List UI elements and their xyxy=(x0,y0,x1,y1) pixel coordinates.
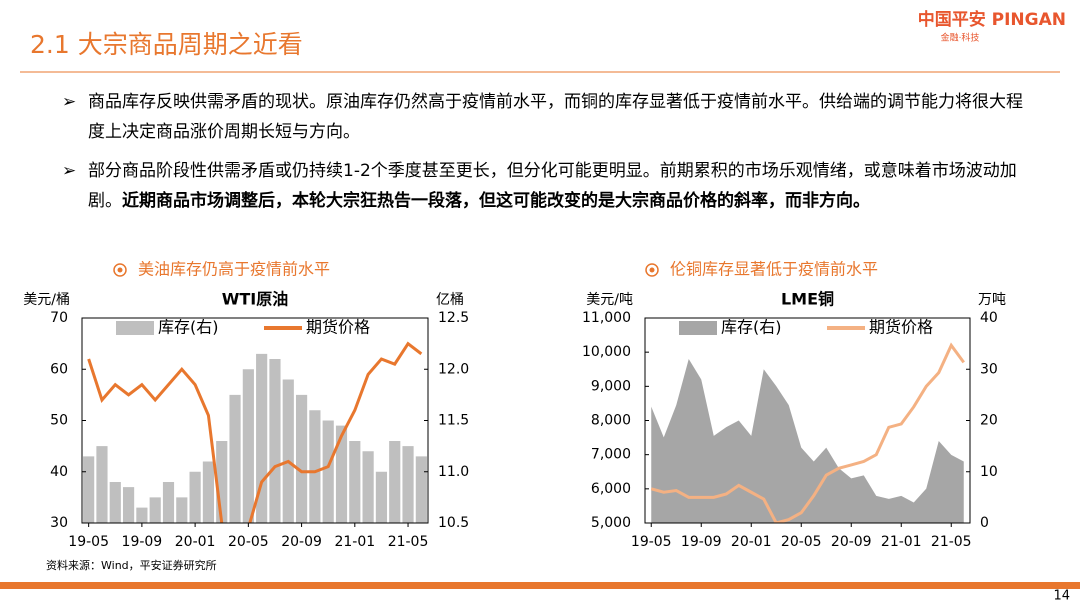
y2-tick-label: 20 xyxy=(980,413,998,429)
x-tick-label: 19-09 xyxy=(681,534,722,550)
x-tick-label: 20-05 xyxy=(228,534,269,550)
y-tick-label: 7,000 xyxy=(591,447,631,463)
source: 资料来源：Wind，平安证券研究所 xyxy=(46,558,217,572)
x-tick-label: 19-05 xyxy=(68,534,109,550)
y2-tick-label: 30 xyxy=(980,361,998,377)
x-tick-label: 20-01 xyxy=(175,534,216,550)
legend-swatch xyxy=(116,321,154,335)
bar xyxy=(375,471,388,523)
x-tick-label: 20-01 xyxy=(731,534,772,550)
chart-heading: 伦铜库存显著低于疫情前水平 xyxy=(670,260,878,279)
bar xyxy=(349,441,361,523)
chart-title: LME铜 xyxy=(781,290,834,309)
bar xyxy=(402,446,414,523)
bar xyxy=(282,379,294,523)
x-tick-label: 20-05 xyxy=(781,534,822,550)
x-tick-label: 19-05 xyxy=(631,534,672,550)
legend-swatch xyxy=(679,321,717,335)
y-tick-label: 60 xyxy=(50,361,68,377)
y-tick-label: 9,000 xyxy=(591,378,631,394)
y2-axis-label: 亿桶 xyxy=(436,292,464,308)
chart-heading: 美油库存仍高于疫情前水平 xyxy=(138,260,330,279)
y-tick-label: 8,000 xyxy=(591,413,631,429)
y-axis-label: 美元/桶 xyxy=(23,292,70,308)
y2-axis-label: 万吨 xyxy=(978,292,1006,308)
y-tick-label: 5,000 xyxy=(591,515,631,531)
bar xyxy=(136,507,148,523)
y-tick-label: 70 xyxy=(50,310,68,326)
y2-tick-label: 12.0 xyxy=(438,361,469,377)
page-number: 14 xyxy=(1053,589,1070,604)
bar xyxy=(109,482,121,523)
y-tick-label: 10,000 xyxy=(582,344,631,360)
bar xyxy=(269,359,281,523)
x-tick-label: 21-05 xyxy=(931,534,972,550)
heading-icon xyxy=(645,263,659,277)
y-tick-label: 6,000 xyxy=(591,481,631,497)
x-tick-label: 19-09 xyxy=(122,534,163,550)
bar xyxy=(189,471,201,523)
y2-tick-label: 0 xyxy=(980,515,989,531)
bullet-text: 部分商品阶段性供需矛盾或仍持续1-2个季度甚至更长，但分化可能更明显。前期累积的… xyxy=(88,161,1017,211)
bar xyxy=(96,446,108,523)
legend-label: 库存(右) xyxy=(721,318,782,337)
area xyxy=(651,359,964,523)
bullet-bold: 近期商品市场调整后，本轮大宗狂热告一段落，但这可能改变的是大宗商品价格的斜率，而… xyxy=(122,191,870,211)
heading-icon xyxy=(113,263,127,277)
y-tick-label: 40 xyxy=(50,464,68,480)
bar xyxy=(242,369,254,523)
y2-tick-label: 10.5 xyxy=(438,515,469,531)
y2-tick-label: 11.0 xyxy=(438,464,469,480)
heading-icon xyxy=(649,267,655,273)
bar xyxy=(83,456,95,523)
y2-tick-label: 40 xyxy=(980,310,998,326)
logo-sub: 金融·科技 xyxy=(941,32,980,44)
chart-title: WTI原油 xyxy=(222,290,289,309)
x-tick-label: 20-09 xyxy=(831,534,872,550)
x-tick-label: 21-05 xyxy=(388,534,429,550)
bar xyxy=(335,425,348,523)
slide-title: 2.1 大宗商品周期之近看 xyxy=(30,30,303,59)
bar xyxy=(162,482,175,523)
legend-label: 库存(右) xyxy=(158,318,219,337)
footer-bar xyxy=(0,582,1080,589)
bar xyxy=(149,497,161,523)
y-axis-label: 美元/吨 xyxy=(586,292,633,308)
y-tick-label: 11,000 xyxy=(582,310,631,326)
bar xyxy=(362,451,374,523)
y2-tick-label: 12.5 xyxy=(438,310,469,326)
bar xyxy=(415,456,427,523)
bullet: ➢ 部分商品阶段性供需矛盾或仍持续1-2个季度甚至更长，但分化可能更明显。前期累积… xyxy=(62,161,1017,211)
x-tick-label: 21-01 xyxy=(334,534,375,550)
plot xyxy=(650,342,965,523)
x-tick-label: 21-01 xyxy=(881,534,922,550)
bar xyxy=(295,394,308,523)
bullet-text: 商品库存反映供需矛盾的现状。原油库存仍然高于疫情前水平，而铜的库存显著低于疫情前… xyxy=(88,92,1023,142)
bar xyxy=(389,441,401,523)
y-tick-label: 50 xyxy=(50,413,68,429)
bar xyxy=(256,353,268,523)
bar xyxy=(229,394,241,523)
x-tick-label: 20-09 xyxy=(281,534,322,550)
line xyxy=(87,341,423,523)
bar xyxy=(322,420,334,523)
legend-label: 期货价格 xyxy=(869,318,933,337)
bar xyxy=(309,410,321,523)
logo: 中国平安 PINGAN xyxy=(918,9,1066,30)
y2-tick-label: 10 xyxy=(980,464,998,480)
bar xyxy=(176,497,188,523)
bar xyxy=(122,487,135,523)
plot xyxy=(83,341,427,523)
line xyxy=(650,342,965,523)
y2-tick-label: 11.5 xyxy=(438,413,469,429)
bar xyxy=(202,461,215,523)
legend-label: 期货价格 xyxy=(306,318,370,337)
y-tick-label: 30 xyxy=(50,515,68,531)
bullet: ➢ 商品库存反映供需矛盾的现状。原油库存仍然高于疫情前水平，而铜的库存显著低于疫情… xyxy=(62,87,1037,147)
heading-icon xyxy=(117,267,123,273)
bar xyxy=(216,441,228,523)
